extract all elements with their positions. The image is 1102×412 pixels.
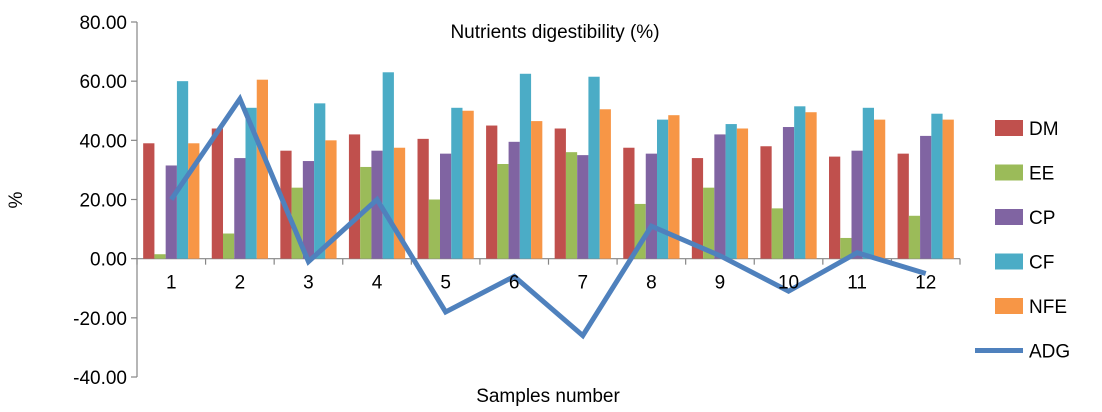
adg-line-layer <box>169 93 927 340</box>
x-tick-label: 8 <box>646 273 657 294</box>
bar-nfe-8 <box>668 115 680 259</box>
x-tick-label: 1 <box>166 273 177 294</box>
y-axis-label: % <box>6 191 27 208</box>
legend: DM EE CP CF NFE ADG <box>975 119 1070 363</box>
bar-cf-11 <box>862 107 874 259</box>
x-tick-label: 10 <box>778 273 799 294</box>
bar-cp-8 <box>645 153 657 259</box>
x-tick-label: 12 <box>915 273 936 294</box>
y-tick-label: 20.00 <box>79 191 127 212</box>
bar-cf-8 <box>656 119 669 259</box>
x-tick-label: 6 <box>509 273 520 294</box>
x-axis-label: Samples number <box>476 386 620 407</box>
bar-nfe-5 <box>462 110 474 259</box>
bar-ee-6 <box>497 164 509 259</box>
bar-cf-3 <box>314 103 326 259</box>
y-tick-label: -40.00 <box>73 368 127 389</box>
bar-nfe-2 <box>256 79 268 259</box>
x-tick-label: 2 <box>235 273 246 294</box>
bar-nfe-7 <box>599 109 611 259</box>
bar-cf-4 <box>382 72 394 259</box>
bar-dm-12 <box>897 153 909 259</box>
y-tick-label: 40.00 <box>79 131 127 152</box>
bar-cp-3 <box>302 161 315 259</box>
bar-ee-3 <box>291 187 303 259</box>
axes <box>131 21 961 378</box>
bar-dm-7 <box>554 128 566 259</box>
bar-dm-5 <box>417 138 429 259</box>
x-tick-label: 11 <box>847 273 867 294</box>
bar-cp-6 <box>508 141 520 259</box>
bar-cf-7 <box>588 76 600 259</box>
bar-dm-9 <box>691 158 704 259</box>
bar-cp-9 <box>714 134 726 259</box>
legend-label-adg: ADG <box>1029 342 1070 363</box>
bar-dm-4 <box>348 134 361 259</box>
legend-label-ee: EE <box>1029 164 1054 185</box>
bar-cf-2 <box>245 107 257 259</box>
bar-dm-1 <box>143 143 155 259</box>
bar-cf-1 <box>176 81 189 259</box>
chart-title: Nutrients digestibility (%) <box>450 22 659 43</box>
bar-ee-9 <box>703 187 715 259</box>
bar-ee-7 <box>565 152 578 259</box>
bar-cp-5 <box>440 153 452 259</box>
legend-label-cp: CP <box>1029 208 1055 229</box>
bar-ee-2 <box>223 233 235 259</box>
legend-label-cf: CF <box>1029 253 1054 274</box>
line-adg <box>169 93 927 340</box>
bar-ee-8 <box>634 203 646 259</box>
legend-label-nfe: NFE <box>1029 297 1067 318</box>
legend-swatch-cf <box>995 253 1023 270</box>
bar-nfe-12 <box>942 119 954 259</box>
bar-ee-1 <box>154 254 166 259</box>
legend-label-dm: DM <box>1029 119 1059 140</box>
x-tick-label: 9 <box>715 273 726 294</box>
bar-nfe-9 <box>736 128 749 259</box>
x-tick-label: 5 <box>440 273 451 294</box>
bar-nfe-1 <box>188 143 200 259</box>
bar-ee-5 <box>428 199 441 259</box>
x-tick-label: 4 <box>372 273 383 294</box>
x-tick-label: 7 <box>578 273 589 294</box>
y-tick-label: 0.00 <box>90 250 127 271</box>
bar-cf-9 <box>725 124 737 259</box>
bar-cf-12 <box>931 113 943 259</box>
bar-nfe-4 <box>393 147 406 259</box>
bar-cf-10 <box>794 106 806 259</box>
x-tick-label: 3 <box>303 273 314 294</box>
bars <box>143 72 954 259</box>
bar-nfe-11 <box>873 119 886 259</box>
legend-swatch-ee <box>995 164 1023 181</box>
bar-cp-1 <box>165 165 177 259</box>
legend-swatch-nfe <box>995 298 1023 314</box>
bar-dm-8 <box>623 147 635 259</box>
bar-cp-10 <box>782 127 795 259</box>
bar-cf-5 <box>451 107 463 259</box>
bar-cp-2 <box>234 158 246 259</box>
bar-dm-11 <box>829 156 841 259</box>
bar-cp-4 <box>371 150 383 259</box>
legend-swatch-cp <box>995 209 1023 225</box>
bar-nfe-3 <box>325 140 337 259</box>
bar-ee-11 <box>840 237 852 259</box>
y-tick-label: 80.00 <box>79 13 127 34</box>
bar-cp-7 <box>577 155 589 259</box>
bar-nfe-10 <box>805 112 817 259</box>
bar-dm-10 <box>760 146 772 259</box>
bar-cp-11 <box>851 150 863 259</box>
legend-swatch-dm <box>995 120 1023 136</box>
bar-ee-12 <box>908 215 921 259</box>
y-tick-label: -20.00 <box>73 309 127 330</box>
bar-ee-10 <box>771 208 783 259</box>
bar-dm-2 <box>211 128 224 259</box>
bar-cf-6 <box>519 73 532 259</box>
bar-nfe-6 <box>531 121 543 259</box>
bar-dm-6 <box>486 125 498 259</box>
y-tick-label: 60.00 <box>79 72 127 93</box>
bar-cp-12 <box>920 135 932 259</box>
